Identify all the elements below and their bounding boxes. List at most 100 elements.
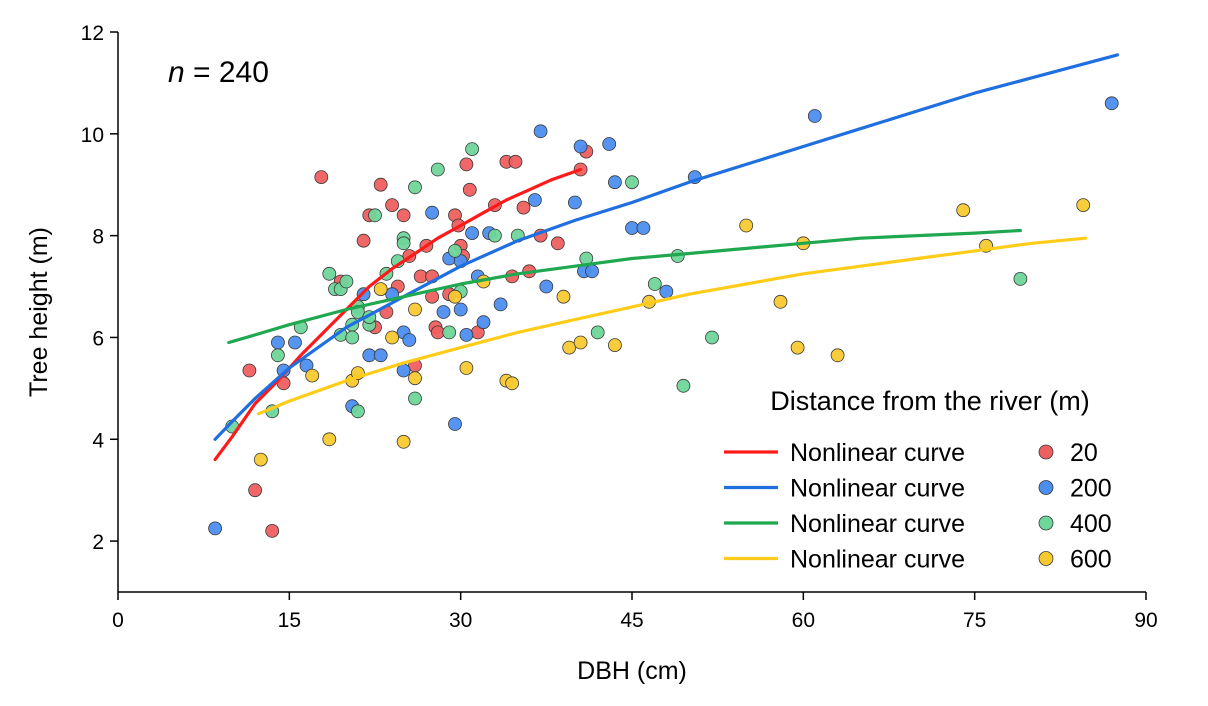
legend-title: Distance from the river (m) — [770, 386, 1090, 416]
legend: Distance from the river (m) Nonlinear cu… — [724, 386, 1112, 574]
point-600m — [608, 338, 622, 353]
point-400m — [625, 175, 639, 190]
point-200m — [528, 193, 542, 207]
x-tick-label: 0 — [112, 609, 124, 632]
legend-point-label: 600 — [1070, 546, 1112, 574]
point-600m — [448, 289, 462, 304]
legend-marker-20 — [1038, 444, 1054, 460]
x-tick-label: 45 — [620, 609, 643, 632]
curve-200m — [213, 53, 1119, 441]
y-tick-label: 10 — [81, 124, 104, 147]
sample-size-annotation: n = 240 — [168, 56, 269, 89]
legend-line-label: Nonlinear curve — [790, 475, 965, 503]
point-600m — [305, 368, 320, 383]
point-600m — [562, 340, 577, 355]
point-600m — [408, 371, 422, 386]
point-200m — [585, 264, 599, 279]
point-20m — [385, 198, 400, 213]
point-20m — [459, 157, 474, 172]
legend-marker-400 — [1038, 515, 1054, 531]
point-20m — [550, 236, 565, 251]
point-400m — [368, 208, 382, 223]
x-tick-label: 30 — [449, 609, 472, 632]
point-400m — [430, 162, 445, 177]
point-400m — [350, 404, 365, 419]
x-tick-label: 90 — [1134, 609, 1157, 632]
point-600m — [830, 348, 845, 363]
point-20m — [516, 200, 531, 215]
point-20m — [248, 483, 263, 498]
point-400m — [396, 236, 411, 251]
point-600m — [1076, 198, 1091, 213]
point-400m — [676, 378, 691, 393]
point-600m — [505, 376, 519, 391]
point-400m — [408, 391, 422, 406]
point-200m — [373, 348, 388, 363]
point-200m — [402, 333, 417, 347]
curve-400m — [227, 228, 1022, 345]
legend-point-label: 200 — [1070, 475, 1112, 503]
point-400m — [705, 330, 719, 345]
legend-point-label: 20 — [1070, 439, 1098, 467]
point-600m — [556, 289, 571, 304]
x-tick-label: 60 — [792, 609, 815, 632]
legend-marker-600 — [1038, 551, 1054, 566]
point-600m — [790, 340, 805, 355]
point-200m — [1104, 96, 1119, 111]
y-tick-label: 4 — [92, 429, 104, 452]
axes: 0 15 30 45 60 75 90 2 4 6 8 10 12 — [81, 22, 1158, 632]
point-20m — [373, 177, 388, 192]
curve-20m — [213, 167, 583, 462]
point-200m — [476, 315, 491, 330]
point-20m — [314, 170, 329, 185]
point-200m — [539, 279, 554, 294]
point-400m — [1013, 271, 1028, 286]
point-200m — [568, 195, 582, 210]
point-200m — [208, 521, 223, 536]
point-400m — [339, 274, 354, 289]
point-600m — [322, 432, 337, 447]
point-200m — [533, 124, 548, 139]
point-200m — [493, 297, 508, 312]
point-600m — [253, 452, 268, 467]
plot-area — [208, 53, 1119, 538]
point-20m — [508, 154, 523, 169]
point-20m — [396, 208, 411, 223]
curve-600m — [256, 236, 1088, 416]
point-400m — [465, 142, 480, 157]
point-600m — [773, 294, 788, 309]
legend-line-label: Nonlinear curve — [790, 546, 965, 574]
x-tick-label: 75 — [963, 609, 986, 632]
point-200m — [807, 109, 822, 123]
point-600m — [385, 330, 400, 345]
point-20m — [242, 363, 257, 378]
point-400m — [590, 325, 605, 340]
point-200m — [465, 226, 480, 241]
y-tick-label: 8 — [92, 226, 104, 249]
y-axis-title: Tree height (m) — [25, 227, 53, 397]
legend-line-label: Nonlinear curve — [790, 439, 965, 467]
point-400m — [487, 228, 502, 243]
legend-point-label: 400 — [1070, 510, 1112, 538]
point-600m — [408, 302, 422, 317]
point-200m — [659, 284, 674, 299]
y-tick-label: 6 — [92, 327, 104, 350]
point-200m — [459, 327, 474, 342]
point-200m — [288, 335, 302, 350]
y-tick-label: 2 — [92, 531, 104, 554]
point-200m — [636, 221, 651, 235]
point-400m — [448, 243, 462, 258]
point-400m — [408, 180, 422, 195]
point-200m — [573, 139, 588, 154]
legend-marker-200 — [1038, 480, 1054, 495]
point-400m — [442, 325, 457, 340]
point-20m — [462, 182, 477, 197]
point-600m — [396, 434, 411, 449]
x-axis-title: DBH (cm) — [577, 657, 687, 685]
point-400m — [345, 330, 360, 345]
point-400m — [270, 348, 285, 363]
point-20m — [356, 233, 371, 248]
point-600m — [573, 335, 588, 350]
point-200m — [608, 175, 622, 190]
point-200m — [602, 137, 617, 151]
